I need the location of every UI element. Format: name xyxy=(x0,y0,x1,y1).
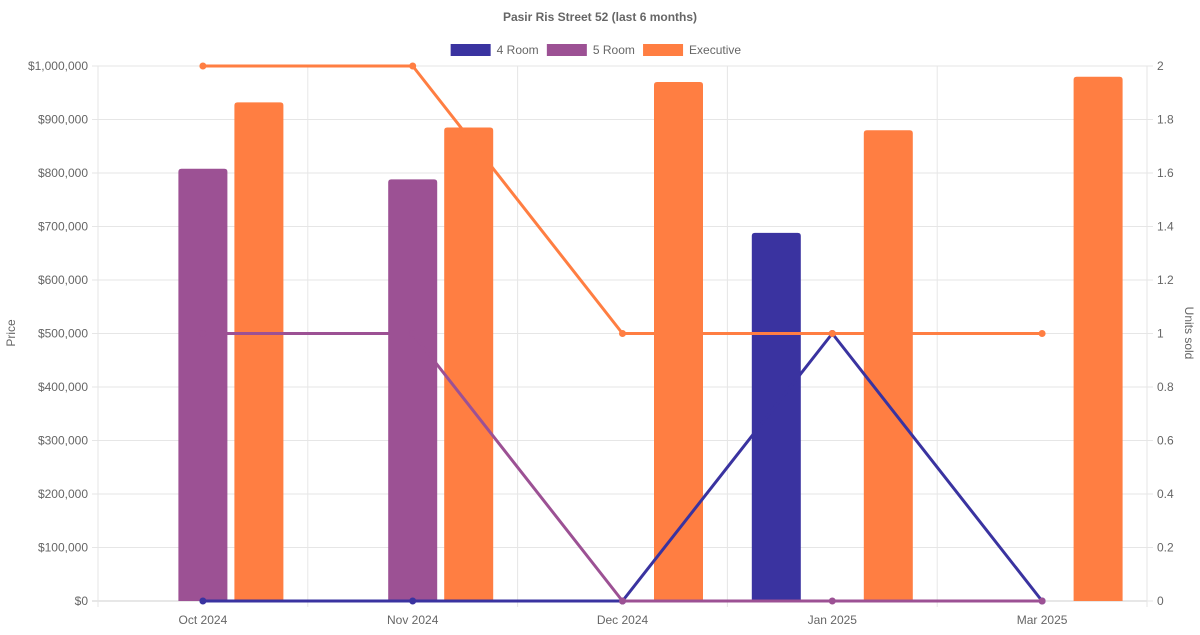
y-left-tick-label: $800,000 xyxy=(38,166,88,180)
y-left-tick-label: $300,000 xyxy=(38,434,88,448)
bar-executive[interactable] xyxy=(654,82,703,602)
y-right-tick-label: 0.4 xyxy=(1157,487,1174,501)
point-5-room[interactable] xyxy=(199,330,207,337)
point-5-room[interactable] xyxy=(409,330,417,337)
point-4-room[interactable] xyxy=(409,597,417,605)
point-executive[interactable] xyxy=(1038,330,1046,337)
legend-swatch xyxy=(546,44,587,56)
y-left-tick-label: $500,000 xyxy=(38,327,88,341)
y-right-tick-label: 0.2 xyxy=(1157,541,1174,555)
point-executive[interactable] xyxy=(828,330,836,337)
legend-item-4-room[interactable]: 4 Room xyxy=(450,43,539,57)
point-executive[interactable] xyxy=(409,62,417,70)
x-tick-label: Dec 2024 xyxy=(597,613,649,627)
legend-swatch xyxy=(450,44,491,56)
legend-label: 5 Room xyxy=(593,43,635,57)
y-axis-right-label: Units sold xyxy=(1182,307,1196,360)
bar-5-room[interactable] xyxy=(178,168,228,601)
y-left-tick-label: $400,000 xyxy=(38,380,88,394)
y-right-tick-label: 1.6 xyxy=(1157,166,1174,180)
legend-item-executive[interactable]: Executive xyxy=(643,43,741,57)
lines xyxy=(199,62,1046,605)
y-right-tick-label: 1.8 xyxy=(1157,113,1174,127)
legend[interactable]: 4 Room 5 Room Executive xyxy=(450,43,742,57)
point-executive[interactable] xyxy=(199,62,207,70)
y-right-tick-label: 0.6 xyxy=(1157,434,1174,448)
y-left-tick-label: $100,000 xyxy=(38,541,88,555)
y-right-tick-label: 0 xyxy=(1157,594,1164,608)
chart-title: Pasir Ris Street 52 (last 6 months) xyxy=(503,10,697,24)
bar-executive[interactable] xyxy=(234,102,284,601)
point-5-room[interactable] xyxy=(619,597,626,605)
legend-label: 4 Room xyxy=(497,43,539,57)
y-right-tick-label: 2 xyxy=(1157,59,1164,73)
bar-executive[interactable] xyxy=(1073,76,1123,601)
legend-swatch xyxy=(643,44,684,56)
y-left-tick-label: $600,000 xyxy=(38,273,88,287)
y-right-tick-label: 1 xyxy=(1157,327,1164,341)
line-executive xyxy=(202,64,1043,335)
y-axis-left-label: Price xyxy=(4,319,18,347)
y-right-tick-label: 0.8 xyxy=(1157,380,1174,394)
x-tick-label: Nov 2024 xyxy=(387,613,439,627)
x-tick-label: Jan 2025 xyxy=(808,613,858,627)
bar-executive[interactable] xyxy=(863,130,913,601)
x-tick-label: Mar 2025 xyxy=(1017,613,1068,627)
bar-executive[interactable] xyxy=(444,127,494,602)
bars xyxy=(178,76,1123,602)
point-5-room[interactable] xyxy=(828,597,836,605)
y-left-tick-label: $200,000 xyxy=(38,487,88,501)
y-left-tick-label: $0 xyxy=(75,594,89,608)
x-tick-label: Oct 2024 xyxy=(179,613,228,627)
line-5-room xyxy=(202,332,1043,603)
bar-5-room[interactable] xyxy=(388,179,438,602)
y-left-tick-label: $700,000 xyxy=(38,220,88,234)
legend-item-5-room[interactable]: 5 Room xyxy=(546,43,635,57)
point-4-room[interactable] xyxy=(199,597,207,605)
axes: $0 $100,000 $200,000 $300,000 $400,000 $500,0… xyxy=(28,59,1174,627)
legend-label: Executive xyxy=(689,43,741,57)
y-left-tick-label: $900,000 xyxy=(38,113,88,127)
line-4-room xyxy=(202,332,1044,603)
point-executive[interactable] xyxy=(619,330,626,337)
y-right-tick-label: 1.2 xyxy=(1157,273,1174,287)
y-right-tick-label: 1.4 xyxy=(1157,220,1174,234)
bar-4-room[interactable] xyxy=(751,232,801,602)
y-left-tick-label: $1,000,000 xyxy=(28,59,88,73)
point-5-room[interactable] xyxy=(1038,597,1046,605)
